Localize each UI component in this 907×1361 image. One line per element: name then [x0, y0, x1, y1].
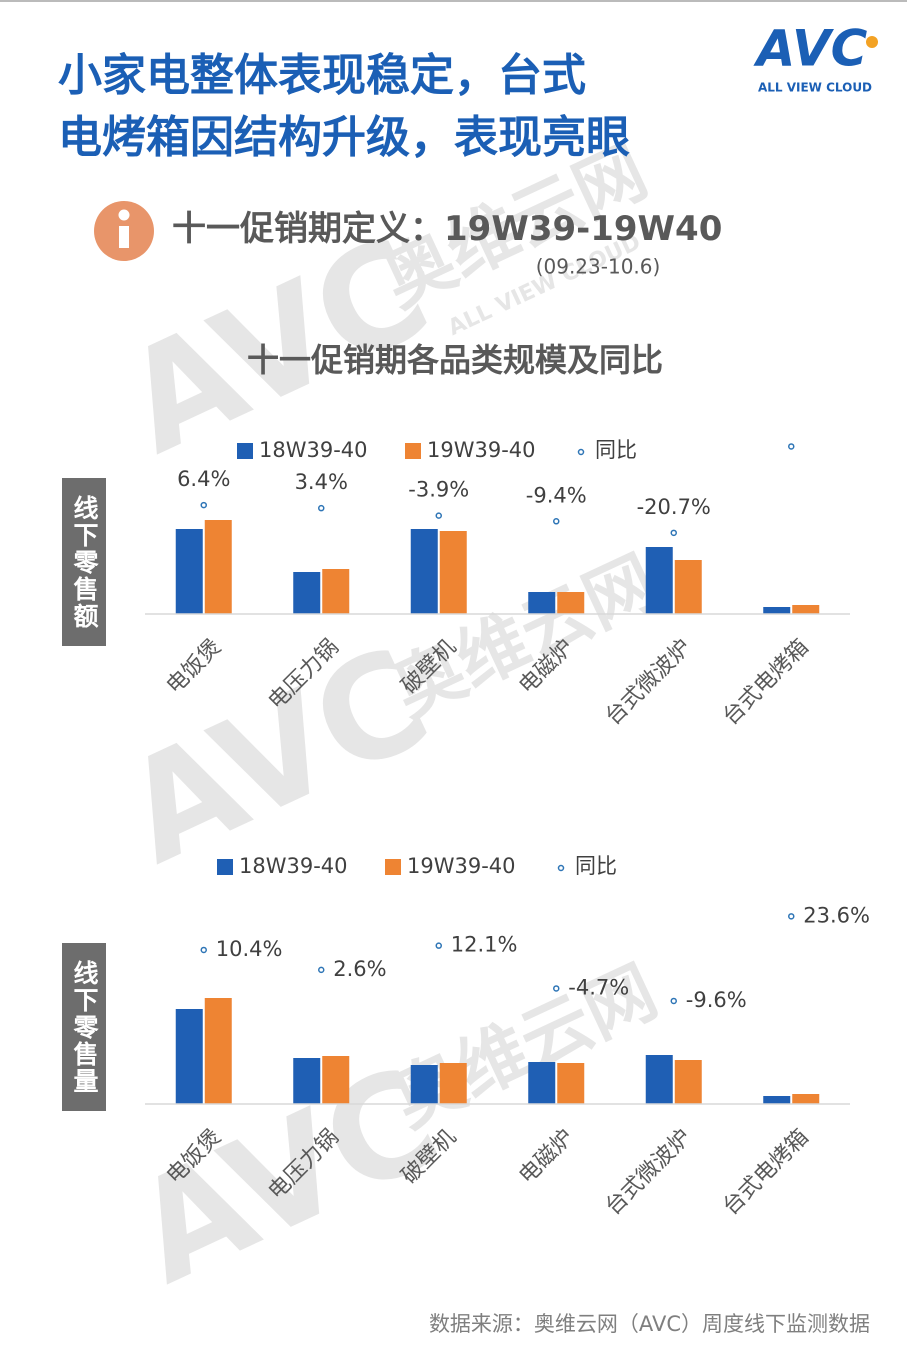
info-label: 十一促销期定义：19W39-19W40	[172, 209, 722, 249]
bar	[175, 529, 203, 614]
bar	[528, 592, 556, 614]
bar	[763, 1096, 791, 1104]
value-label: 2.6%	[333, 957, 386, 981]
info-period: 19W39-19W40	[444, 209, 722, 249]
yoy-dot	[200, 501, 207, 509]
value-label: -9.6%	[686, 988, 747, 1012]
x-tick-label: 台式电烤箱	[718, 1125, 813, 1220]
value-label: 6.4%	[177, 467, 230, 491]
legend-label: 同比	[595, 438, 637, 462]
bar	[410, 1065, 438, 1104]
yoy-dot	[670, 529, 677, 537]
bar	[528, 1062, 556, 1104]
legend-label: 19W39-40	[407, 854, 516, 878]
watermark: AVC 奥维云网 ALL VIEW CLOUD AVC 奥维云网 AVC 奥维云…	[102, 130, 669, 1316]
bar	[410, 529, 438, 614]
bar	[439, 531, 467, 614]
info-label-text: 十一促销期定义：	[172, 209, 444, 249]
yoy-dot	[788, 913, 795, 920]
side-label: 线下零售额	[62, 478, 106, 646]
yoy-dot	[788, 443, 795, 450]
legend-marker	[217, 859, 233, 875]
legend-label: 18W39-40	[239, 854, 348, 878]
bar	[322, 1056, 350, 1104]
bar	[674, 560, 702, 614]
x-tick-label: 台式电烤箱	[718, 635, 813, 730]
x-tick-label: 台式微波炉	[601, 635, 696, 730]
bar	[674, 1060, 702, 1104]
info-icon-dot	[118, 209, 130, 221]
bar	[792, 1094, 820, 1104]
info-icon-bar	[119, 226, 129, 248]
x-tick-label: 电饭煲	[162, 635, 226, 699]
side-label: 线下零售量	[62, 943, 106, 1111]
logo-dot	[866, 36, 878, 48]
yoy-dot	[553, 985, 560, 992]
yoy-dot	[553, 518, 560, 525]
value-label: -9.4%	[526, 483, 587, 507]
bar	[175, 1009, 203, 1104]
bar	[557, 592, 585, 614]
x-tick-label: 台式微波炉	[601, 1125, 696, 1220]
bar	[763, 607, 791, 614]
value-label: 12.1%	[451, 933, 518, 957]
legend-marker	[557, 864, 565, 872]
value-label: 10.4%	[216, 937, 283, 961]
bar	[293, 1058, 321, 1104]
legend-marker	[577, 448, 585, 456]
legend-marker	[385, 859, 401, 875]
bar	[557, 1063, 585, 1104]
info-dates: (09.23-10.6)	[536, 255, 661, 279]
logo-tagline: ALL VIEW CLOUD	[758, 81, 872, 95]
logo: AVC	[753, 20, 868, 78]
x-tick-label: 电磁炉	[514, 1125, 578, 1189]
legend-marker	[237, 443, 253, 459]
bar	[645, 547, 673, 614]
legend-label: 18W39-40	[259, 438, 368, 462]
bar	[792, 605, 820, 614]
value-label: -20.7%	[637, 495, 711, 519]
yoy-dot	[318, 504, 325, 512]
value-label: 3.4%	[295, 470, 348, 494]
legend-label: 同比	[575, 854, 617, 878]
bar	[645, 1055, 673, 1104]
title-line: 小家电整体表现稳定，台式	[58, 50, 586, 101]
legend-marker	[405, 443, 421, 459]
legend-label: 19W39-40	[427, 438, 536, 462]
value-label: -3.9%	[408, 478, 469, 502]
value-label: 23.6%	[803, 903, 870, 927]
yoy-dot	[435, 512, 442, 519]
bar	[439, 1063, 467, 1104]
bar	[322, 569, 350, 614]
bar	[293, 572, 321, 614]
value-label: -4.7%	[568, 975, 629, 999]
source: 数据来源：奥维云网（AVC）周度线下监测数据	[429, 1312, 870, 1336]
yoy-dot	[435, 942, 442, 949]
yoy-dot	[200, 946, 207, 954]
bar	[204, 998, 232, 1104]
yoy-dot	[318, 966, 325, 974]
yoy-dot	[670, 997, 677, 1005]
bar	[204, 520, 232, 614]
section-title: 十一促销期各品类规模及同比	[247, 341, 663, 379]
title-line: 电烤箱因结构升级，表现亮眼	[58, 112, 630, 163]
